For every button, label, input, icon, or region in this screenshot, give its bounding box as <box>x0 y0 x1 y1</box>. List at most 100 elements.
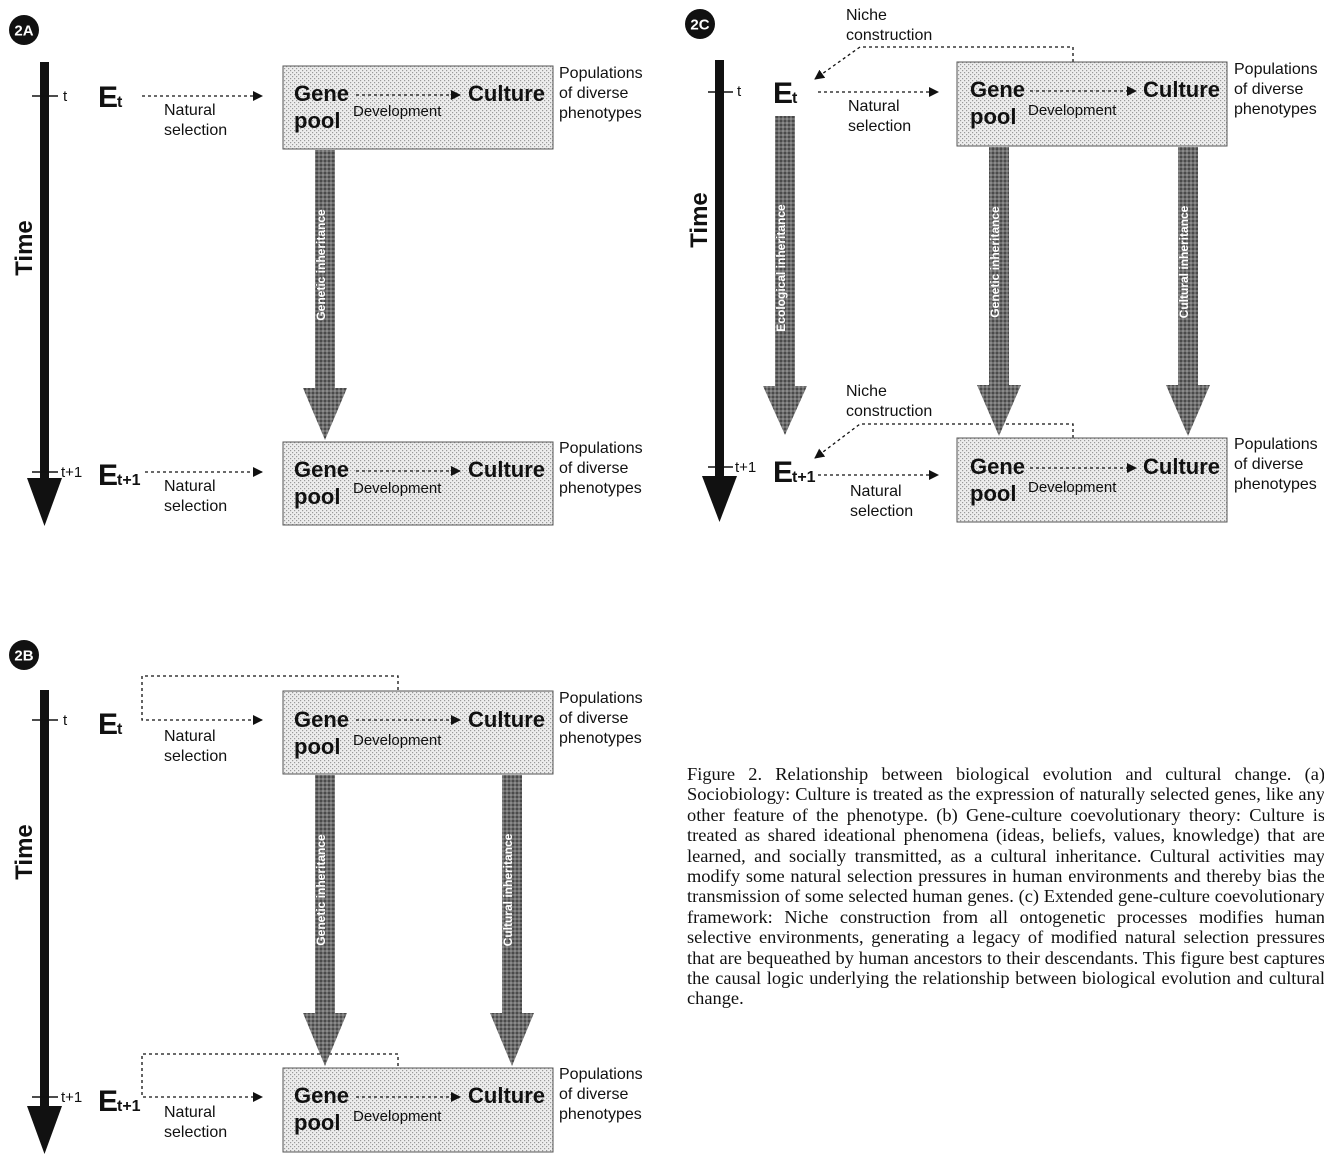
time-arrow <box>27 62 62 526</box>
environment-t1-subscript: t+1 <box>117 1098 141 1115</box>
pool-label: pool <box>294 484 340 509</box>
environment-t1-letter: E <box>98 1085 118 1118</box>
phenotypes-label: of diverse <box>559 710 628 727</box>
natural-selection-label: Natural <box>164 478 216 495</box>
panel-badge: 2B <box>9 640 39 670</box>
niche-construction-label: construction <box>846 27 932 44</box>
environment-t-subscript: t <box>792 90 798 107</box>
pool-label: pool <box>294 108 340 133</box>
panel-badge: 2C <box>685 9 715 39</box>
time-arrow <box>702 60 737 522</box>
genetic-inheritance-label: Genetic inheritance <box>988 206 1002 318</box>
ecological-inheritance-arrow: Ecological inheritance <box>763 116 807 435</box>
development-label: Development <box>1028 102 1117 119</box>
phenotypes-label: Populations <box>559 440 643 457</box>
tick-t: t <box>737 83 742 100</box>
development-label: Development <box>1028 479 1117 496</box>
phenotypes-label: Populations <box>1234 436 1318 453</box>
phenotypes-label: of diverse <box>1234 456 1303 473</box>
culture-label: Culture <box>468 707 545 732</box>
genetic-inheritance-label: Genetic inheritance <box>314 834 328 946</box>
environment-t-letter: E <box>98 81 118 114</box>
niche-construction-label: Niche <box>846 7 887 24</box>
natural-selection-label: Natural <box>848 98 900 115</box>
environment-t-letter: E <box>98 708 118 741</box>
environment-t1-letter: E <box>773 456 793 489</box>
phenotypes-label: Populations <box>559 690 643 707</box>
phenotypes-label: phenotypes <box>559 730 642 747</box>
phenotypes-label: of diverse <box>1234 81 1303 98</box>
cultural-inheritance-label: Cultural inheritance <box>501 833 515 946</box>
phenotypes-label: phenotypes <box>559 1106 642 1123</box>
panel-2a: 2A Time t t+1 E t E t+1 Natural selectio… <box>9 15 643 526</box>
gene-label: Gene <box>294 707 349 732</box>
culture-label: Culture <box>1143 77 1220 102</box>
tick-t: t <box>63 712 68 729</box>
natural-selection-label: selection <box>164 1124 227 1141</box>
development-label: Development <box>353 103 442 120</box>
pool-label: pool <box>294 1110 340 1135</box>
gene-label: Gene <box>294 457 349 482</box>
gene-label: Gene <box>970 77 1025 102</box>
figure-caption: Figure 2. Relationship between biologica… <box>687 764 1324 1009</box>
culture-label: Culture <box>468 1083 545 1108</box>
environment-t-subscript: t <box>117 721 123 738</box>
development-label: Development <box>353 1108 442 1125</box>
environment-t1-subscript: t+1 <box>792 469 816 486</box>
phenotypes-label: phenotypes <box>559 105 642 122</box>
pool-label: pool <box>970 104 1016 129</box>
badge-label: 2B <box>14 648 33 665</box>
phenotypes-label: Populations <box>559 1066 643 1083</box>
badge-label: 2C <box>690 17 709 34</box>
phenotypes-label: phenotypes <box>1234 476 1317 493</box>
tick-t: t <box>63 88 68 105</box>
panel-2b: 2B Time t t+1 E t E t+1 Natural selectio… <box>9 640 643 1154</box>
niche-construction-label: construction <box>846 403 932 420</box>
environment-t1-letter: E <box>98 459 118 492</box>
natural-selection-label: Natural <box>164 1104 216 1121</box>
panel-2c: 2C Time t t+1 E t E t+1 Ecological inher… <box>685 7 1318 522</box>
natural-selection-label: Natural <box>164 102 216 119</box>
environment-t-letter: E <box>773 77 793 110</box>
environment-t-subscript: t <box>117 94 123 111</box>
time-arrow <box>27 690 62 1154</box>
phenotypes-label: Populations <box>1234 61 1318 78</box>
environment-t1-subscript: t+1 <box>117 472 141 489</box>
genetic-inheritance-label: Genetic inheritance <box>314 209 328 321</box>
pool-label: pool <box>294 734 340 759</box>
genetic-inheritance-arrow: Genetic inheritance <box>977 147 1021 436</box>
phenotypes-label: of diverse <box>559 1086 628 1103</box>
cultural-inheritance-arrow: Cultural inheritance <box>1166 147 1210 436</box>
culture-label: Culture <box>468 457 545 482</box>
natural-selection-label: selection <box>850 503 913 520</box>
genetic-inheritance-arrow: Genetic inheritance <box>303 775 347 1066</box>
phenotypes-label: Populations <box>559 65 643 82</box>
gene-label: Gene <box>294 81 349 106</box>
natural-selection-label: selection <box>164 122 227 139</box>
natural-selection-label: selection <box>164 748 227 765</box>
cultural-inheritance-arrow: Cultural inheritance <box>490 775 534 1066</box>
genetic-inheritance-arrow: Genetic inheritance <box>303 150 347 440</box>
time-label: Time <box>11 824 38 880</box>
gene-label: Gene <box>294 1083 349 1108</box>
cultural-inheritance-label: Cultural inheritance <box>1177 205 1191 318</box>
pool-label: pool <box>970 481 1016 506</box>
phenotypes-label: of diverse <box>559 85 628 102</box>
phenotypes-label: phenotypes <box>559 480 642 497</box>
ecological-inheritance-label: Ecological inheritance <box>774 204 788 332</box>
development-label: Development <box>353 480 442 497</box>
gene-label: Gene <box>970 454 1025 479</box>
tick-t1: t+1 <box>61 1089 82 1106</box>
panel-badge: 2A <box>9 15 39 45</box>
natural-selection-label: Natural <box>850 483 902 500</box>
niche-construction-label: Niche <box>846 383 887 400</box>
tick-t1: t+1 <box>735 459 756 476</box>
phenotypes-label: phenotypes <box>1234 101 1317 118</box>
phenotypes-label: of diverse <box>559 460 628 477</box>
natural-selection-label: selection <box>848 118 911 135</box>
natural-selection-label: selection <box>164 498 227 515</box>
culture-label: Culture <box>1143 454 1220 479</box>
tick-t1: t+1 <box>61 464 82 481</box>
time-label: Time <box>11 220 38 276</box>
time-label: Time <box>686 192 713 248</box>
